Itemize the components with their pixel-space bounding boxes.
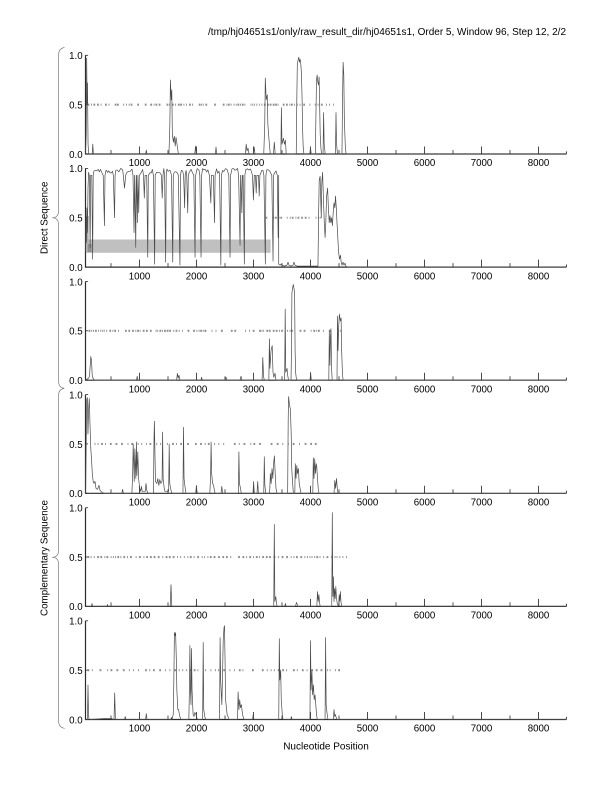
svg-text:5000: 5000 (357, 384, 379, 395)
svg-text:0.5: 0.5 (69, 440, 82, 451)
svg-text:3000: 3000 (243, 158, 265, 169)
svg-text:8000: 8000 (528, 158, 550, 169)
svg-text:2000: 2000 (186, 271, 208, 282)
svg-text:7000: 7000 (471, 724, 493, 735)
svg-text:1.0: 1.0 (69, 617, 83, 628)
svg-text:2000: 2000 (186, 611, 208, 622)
svg-text:6000: 6000 (414, 271, 436, 282)
svg-text:6000: 6000 (414, 611, 436, 622)
svg-text:8000: 8000 (528, 724, 550, 735)
svg-text:1.0: 1.0 (69, 51, 83, 62)
svg-text:4000: 4000 (300, 724, 322, 735)
svg-text:1.0: 1.0 (69, 390, 83, 401)
svg-text:4000: 4000 (300, 384, 322, 395)
svg-text:3000: 3000 (243, 498, 265, 509)
svg-text:1000: 1000 (129, 158, 151, 169)
svg-text:Direct Sequence: Direct Sequence (40, 181, 51, 254)
svg-text:2000: 2000 (186, 158, 208, 169)
svg-text:3000: 3000 (243, 384, 265, 395)
svg-text:5000: 5000 (357, 611, 379, 622)
svg-text:7000: 7000 (471, 158, 493, 169)
svg-text:1.0: 1.0 (69, 277, 83, 288)
svg-text:Complementary Sequence: Complementary Sequence (40, 499, 51, 616)
svg-text:2000: 2000 (186, 384, 208, 395)
svg-text:1000: 1000 (129, 271, 151, 282)
svg-text:4000: 4000 (300, 611, 322, 622)
svg-text:2000: 2000 (186, 498, 208, 509)
svg-text:5000: 5000 (357, 271, 379, 282)
svg-text:0.5: 0.5 (69, 553, 82, 564)
svg-text:0.0: 0.0 (69, 489, 83, 500)
svg-text:1.0: 1.0 (69, 164, 83, 175)
svg-text:6000: 6000 (414, 384, 436, 395)
svg-text:8000: 8000 (528, 384, 550, 395)
svg-text:0.5: 0.5 (69, 327, 82, 338)
svg-text:8000: 8000 (528, 498, 550, 509)
svg-text:7000: 7000 (471, 271, 493, 282)
svg-text:3000: 3000 (243, 271, 265, 282)
svg-text:4000: 4000 (300, 158, 322, 169)
svg-text:0.0: 0.0 (69, 376, 83, 387)
svg-text:0.0: 0.0 (69, 602, 83, 613)
svg-text:3000: 3000 (243, 611, 265, 622)
svg-text:4000: 4000 (300, 498, 322, 509)
svg-text:1000: 1000 (129, 724, 151, 735)
svg-text:0.5: 0.5 (69, 101, 82, 112)
svg-text:1000: 1000 (129, 611, 151, 622)
svg-text:1000: 1000 (129, 384, 151, 395)
svg-text:7000: 7000 (471, 498, 493, 509)
svg-text:/tmp/hj04651s1/only/raw_result: /tmp/hj04651s1/only/raw_result_dir/hj046… (208, 27, 566, 38)
svg-text:0.0: 0.0 (69, 150, 83, 161)
svg-text:4000: 4000 (300, 271, 322, 282)
svg-text:1.0: 1.0 (69, 504, 83, 515)
svg-text:Nucleotide Position: Nucleotide Position (283, 742, 369, 753)
svg-text:8000: 8000 (528, 271, 550, 282)
svg-text:6000: 6000 (414, 498, 436, 509)
svg-text:0.0: 0.0 (69, 715, 83, 726)
svg-text:6000: 6000 (414, 724, 436, 735)
svg-text:5000: 5000 (357, 724, 379, 735)
svg-text:3000: 3000 (243, 724, 265, 735)
svg-text:8000: 8000 (528, 611, 550, 622)
svg-text:5000: 5000 (357, 158, 379, 169)
svg-text:7000: 7000 (471, 384, 493, 395)
svg-text:1000: 1000 (129, 498, 151, 509)
svg-text:0.5: 0.5 (69, 214, 82, 225)
svg-text:0.0: 0.0 (69, 263, 83, 274)
svg-text:6000: 6000 (414, 158, 436, 169)
svg-text:0.5: 0.5 (69, 666, 82, 677)
svg-text:7000: 7000 (471, 611, 493, 622)
svg-text:2000: 2000 (186, 724, 208, 735)
svg-text:5000: 5000 (357, 498, 379, 509)
